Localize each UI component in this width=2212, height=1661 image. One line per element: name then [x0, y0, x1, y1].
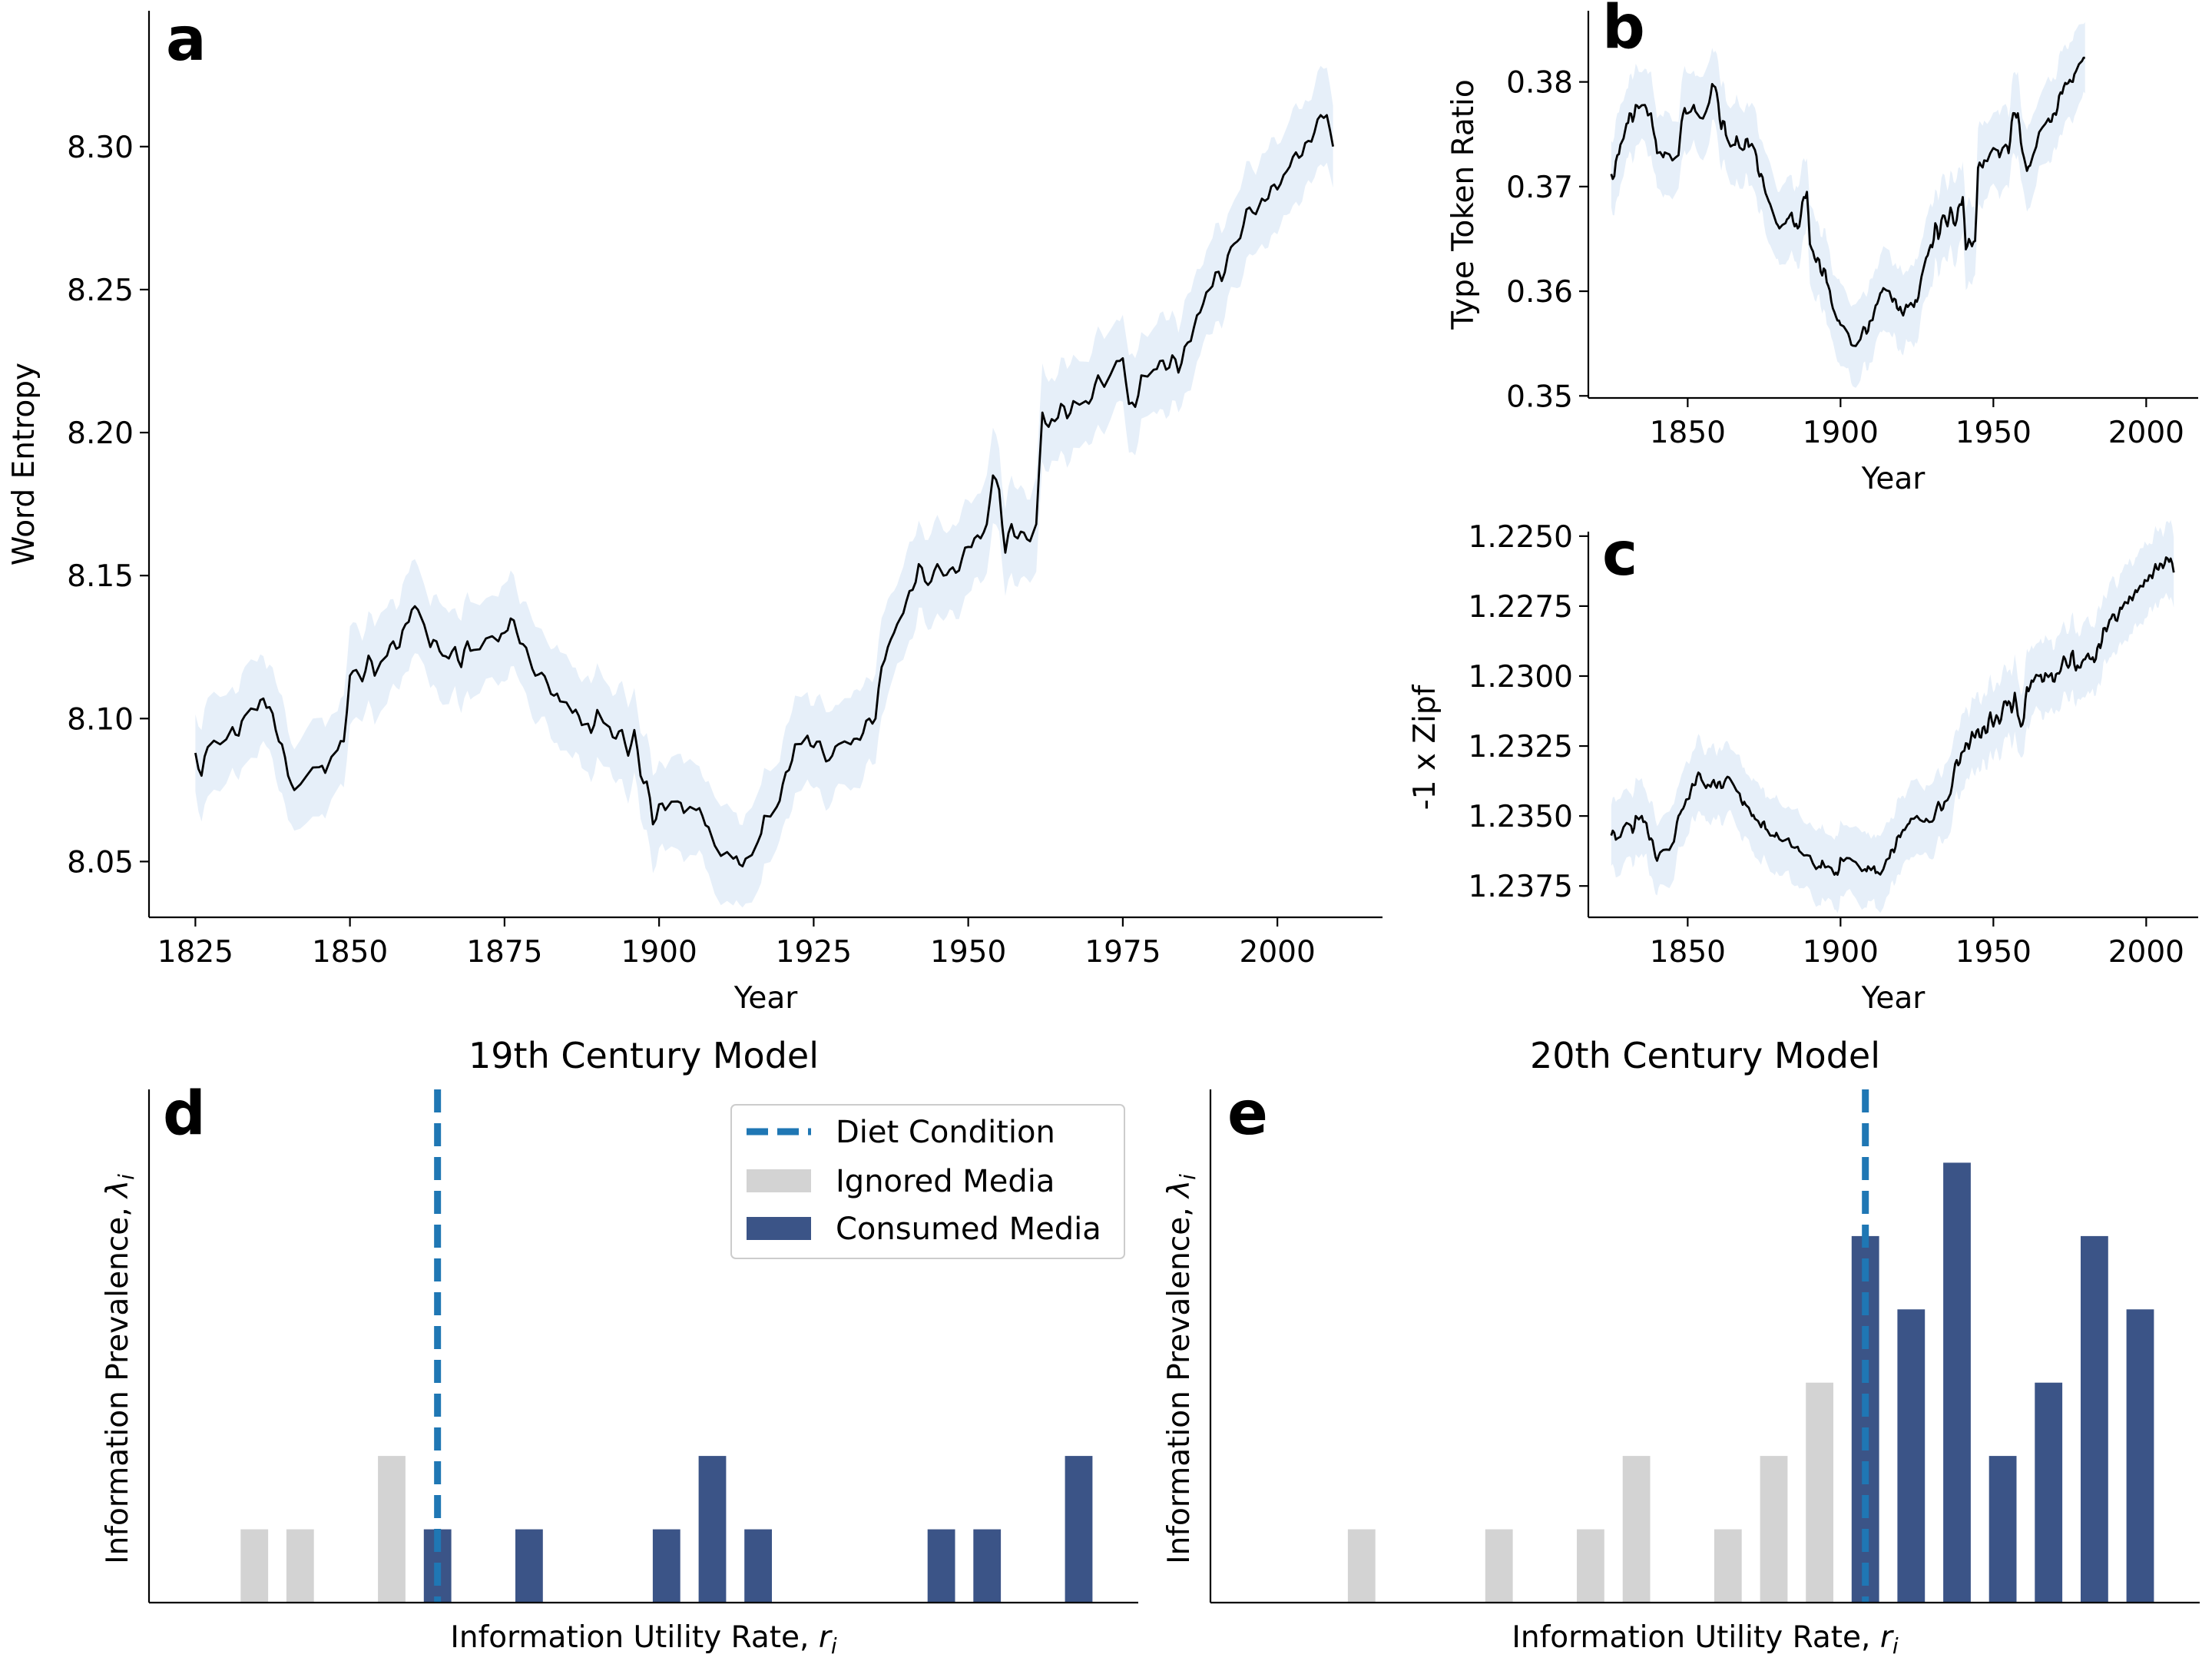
panel-letter: b [1602, 0, 1645, 62]
series-line [1610, 56, 2085, 347]
panel-letter: d [163, 1079, 206, 1149]
y-axis-label: Information Prevalence, λi [101, 1174, 139, 1564]
x-tick-label: 1950 [1955, 416, 2032, 450]
x-tick-label: 2000 [2108, 416, 2184, 450]
panel-a: 1825 1850 1875 1900 1925 1950 1975 2000 8.05 8.10… [7, 5, 1382, 1016]
consumed-media-bar [1943, 1162, 1971, 1603]
consumed-media-bar [698, 1456, 727, 1603]
x-tick-label: 1875 [466, 935, 542, 970]
panel-letter: a [166, 5, 207, 75]
y-axis-label: Type Token Ratio [1446, 79, 1481, 330]
y-tick-label: 8.25 [67, 274, 134, 308]
x-tick-label: 1850 [312, 935, 388, 970]
x-tick-label: 1900 [1803, 416, 1879, 450]
x-tick-label: 2000 [2108, 935, 2184, 970]
ignored-media-bar [1577, 1529, 1604, 1603]
consumed-media-bar [927, 1529, 955, 1603]
x-axis-label: Year [1861, 981, 1926, 1016]
y-tick-label: 0.38 [1506, 66, 1573, 101]
ignored-media-bar [1714, 1529, 1742, 1603]
panel-e: 20th Century Model Information Utility Ra… [1162, 1035, 2200, 1659]
confidence-band [195, 65, 1333, 908]
consumed-media-bar [1988, 1456, 2017, 1603]
confidence-band [1611, 22, 2085, 388]
series-line [194, 114, 1334, 867]
legend-swatch-ignored [747, 1169, 811, 1192]
y-tick-label: 1.2375 [1469, 870, 1573, 904]
consumed-media-bar [652, 1529, 680, 1603]
ignored-media-bar [1622, 1456, 1651, 1603]
consumed-media-bar [2126, 1309, 2154, 1603]
x-tick-label: 1850 [1650, 935, 1726, 970]
panel-letter: e [1227, 1079, 1268, 1149]
y-axis-label: Information Prevalence, λi [1162, 1174, 1200, 1564]
panel-title: 19th Century Model [469, 1035, 819, 1076]
panel-letter: c [1602, 520, 1637, 589]
y-tick-label: 1.2325 [1469, 730, 1573, 764]
y-tick-label: 8.20 [67, 416, 134, 451]
y-tick-label: 1.2350 [1469, 800, 1573, 834]
ignored-media-bar [378, 1456, 406, 1603]
x-tick-label: 1900 [621, 935, 697, 970]
x-axis-label: Information Utility Rate, ri [1512, 1620, 1899, 1659]
legend-box [730, 1104, 1125, 1259]
y-tick-label: 0.37 [1506, 171, 1573, 205]
legend-entry: Consumed Media [836, 1212, 1101, 1247]
ignored-media-bar [286, 1529, 314, 1603]
y-axis-label: Word Entropy [7, 363, 41, 565]
x-tick-label: 2000 [1240, 935, 1316, 970]
x-axis-label: Year [1861, 462, 1926, 496]
legend-swatch-consumed [747, 1217, 811, 1240]
consumed-media-bar [2035, 1382, 2063, 1603]
x-axis-label: Information Utility Rate, ri [450, 1620, 837, 1659]
y-tick-label: 1.2250 [1469, 520, 1573, 555]
x-tick-label: 1950 [930, 935, 1006, 970]
ignored-media-bar [1347, 1529, 1376, 1603]
y-tick-label: 0.35 [1506, 380, 1573, 414]
panel-b: 1850 1900 1950 2000 0.35 0.36 0.37 0.38 Year Type… [1446, 0, 2198, 496]
y-tick-label: 8.30 [67, 131, 134, 165]
legend-entry: Ignored Media [836, 1164, 1055, 1199]
ignored-media-bar [240, 1529, 269, 1603]
consumed-media-bar [1065, 1456, 1093, 1603]
ignored-media-bar [1485, 1529, 1513, 1603]
panel-title: 20th Century Model [1530, 1035, 1880, 1076]
x-tick-label: 1825 [157, 935, 233, 970]
x-tick-label: 1900 [1803, 935, 1879, 970]
panel-d: 19th Century Model Information Utility Ra… [101, 1035, 1138, 1659]
consumed-media-bar [515, 1529, 543, 1603]
ignored-media-bar [1760, 1456, 1788, 1603]
panel-c: 1850 1900 1950 2000 1.2250 1.2275 1.2300 1.2325… [1408, 520, 2198, 1016]
y-tick-label: 1.2300 [1469, 660, 1573, 695]
series-line [1610, 556, 2175, 876]
y-tick-label: 8.10 [67, 702, 134, 737]
x-tick-label: 1925 [776, 935, 852, 970]
ignored-media-bar [1806, 1382, 1833, 1603]
consumed-media-bar [973, 1529, 1002, 1603]
x-tick-label: 1975 [1084, 935, 1161, 970]
consumed-media-bar [744, 1529, 772, 1603]
x-tick-label: 1950 [1955, 935, 2032, 970]
x-axis-label: Year [733, 981, 799, 1016]
legend: Diet Condition Ignored Media Consumed Medi… [730, 1104, 1125, 1259]
y-tick-label: 1.2275 [1469, 590, 1573, 625]
y-tick-label: 8.05 [67, 845, 134, 880]
confidence-band [1611, 519, 2174, 913]
x-tick-label: 1850 [1650, 416, 1726, 450]
y-axis-label: -1 x Zipf [1408, 684, 1442, 810]
y-tick-label: 8.15 [67, 559, 134, 594]
consumed-media-bar [1897, 1309, 1926, 1603]
y-tick-label: 0.36 [1506, 275, 1573, 310]
legend-entry: Diet Condition [836, 1115, 1055, 1150]
consumed-media-bar [2081, 1235, 2108, 1603]
